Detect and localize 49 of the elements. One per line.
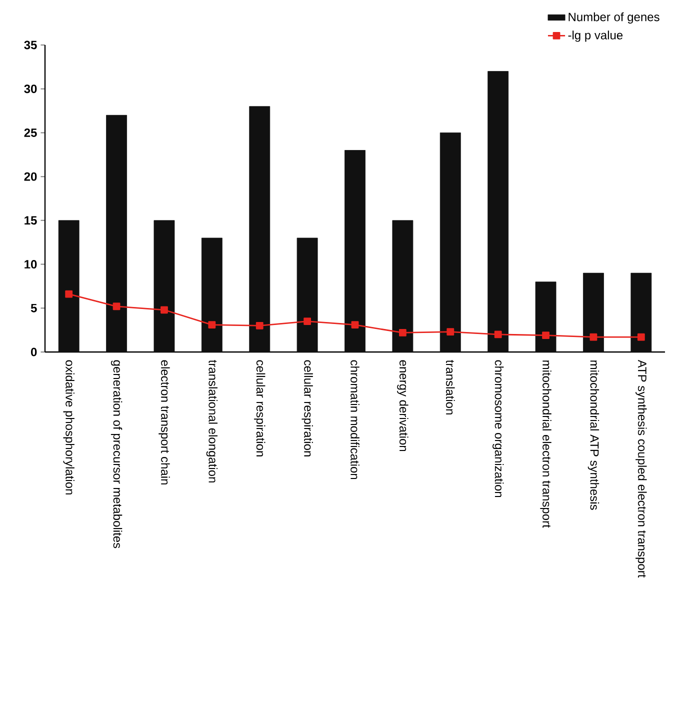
bar (296, 238, 318, 352)
point (398, 329, 406, 336)
x-tick-label: chromatin modification (350, 360, 360, 480)
point (446, 328, 454, 336)
bar (440, 132, 461, 352)
x-tick-label: mitochondrial electron transport (540, 360, 552, 528)
x-tick-label: translation (446, 360, 455, 414)
x-tick-label: chromosome organization (492, 360, 504, 498)
bar (154, 220, 175, 352)
bar (583, 272, 604, 352)
x-tick-label: ATP synthesis coupled electron transport (636, 360, 647, 578)
legend-label: -lg p value (568, 30, 623, 42)
x-tick-label: cellular respiration (254, 360, 266, 456)
x-tick-label: cellular respiration (302, 360, 313, 456)
point (112, 302, 120, 310)
x-tick-label: electron transport chain (158, 360, 170, 484)
y-tick-label: 25 (24, 128, 37, 137)
x-tick-label: energy derivation (397, 360, 408, 452)
bar (58, 220, 80, 352)
bar (201, 238, 222, 352)
x-tick-label: oxidative phosphorylation (63, 360, 74, 494)
y-tick-label: 20 (24, 172, 37, 181)
legend-label: Number of genes (568, 12, 660, 24)
y-tick-label: 30 (24, 84, 37, 94)
y-tick-label: 10 (24, 260, 37, 269)
bar (392, 220, 414, 352)
bar (249, 106, 270, 352)
y-tick-label: 5 (30, 304, 37, 312)
point (304, 318, 312, 325)
point (65, 290, 73, 298)
bar (630, 272, 652, 352)
bar (488, 71, 509, 352)
x-tick-label: translational elongation (206, 360, 218, 482)
y-tick-label: 0 (30, 348, 37, 356)
point (494, 330, 502, 338)
bar (535, 282, 556, 352)
point (637, 333, 645, 341)
y-tick-label: 15 (24, 216, 37, 225)
y-tick-label: 35 (24, 40, 37, 50)
x-tick-label: mitochondrial ATP synthesis (588, 360, 600, 510)
point (590, 333, 598, 341)
point (542, 332, 550, 340)
point (208, 321, 216, 329)
point (256, 322, 264, 330)
bar (106, 114, 127, 352)
bar (344, 150, 366, 352)
point (351, 321, 359, 329)
point (160, 306, 168, 314)
x-tick-label: generation of precursor metabolites (110, 360, 122, 548)
